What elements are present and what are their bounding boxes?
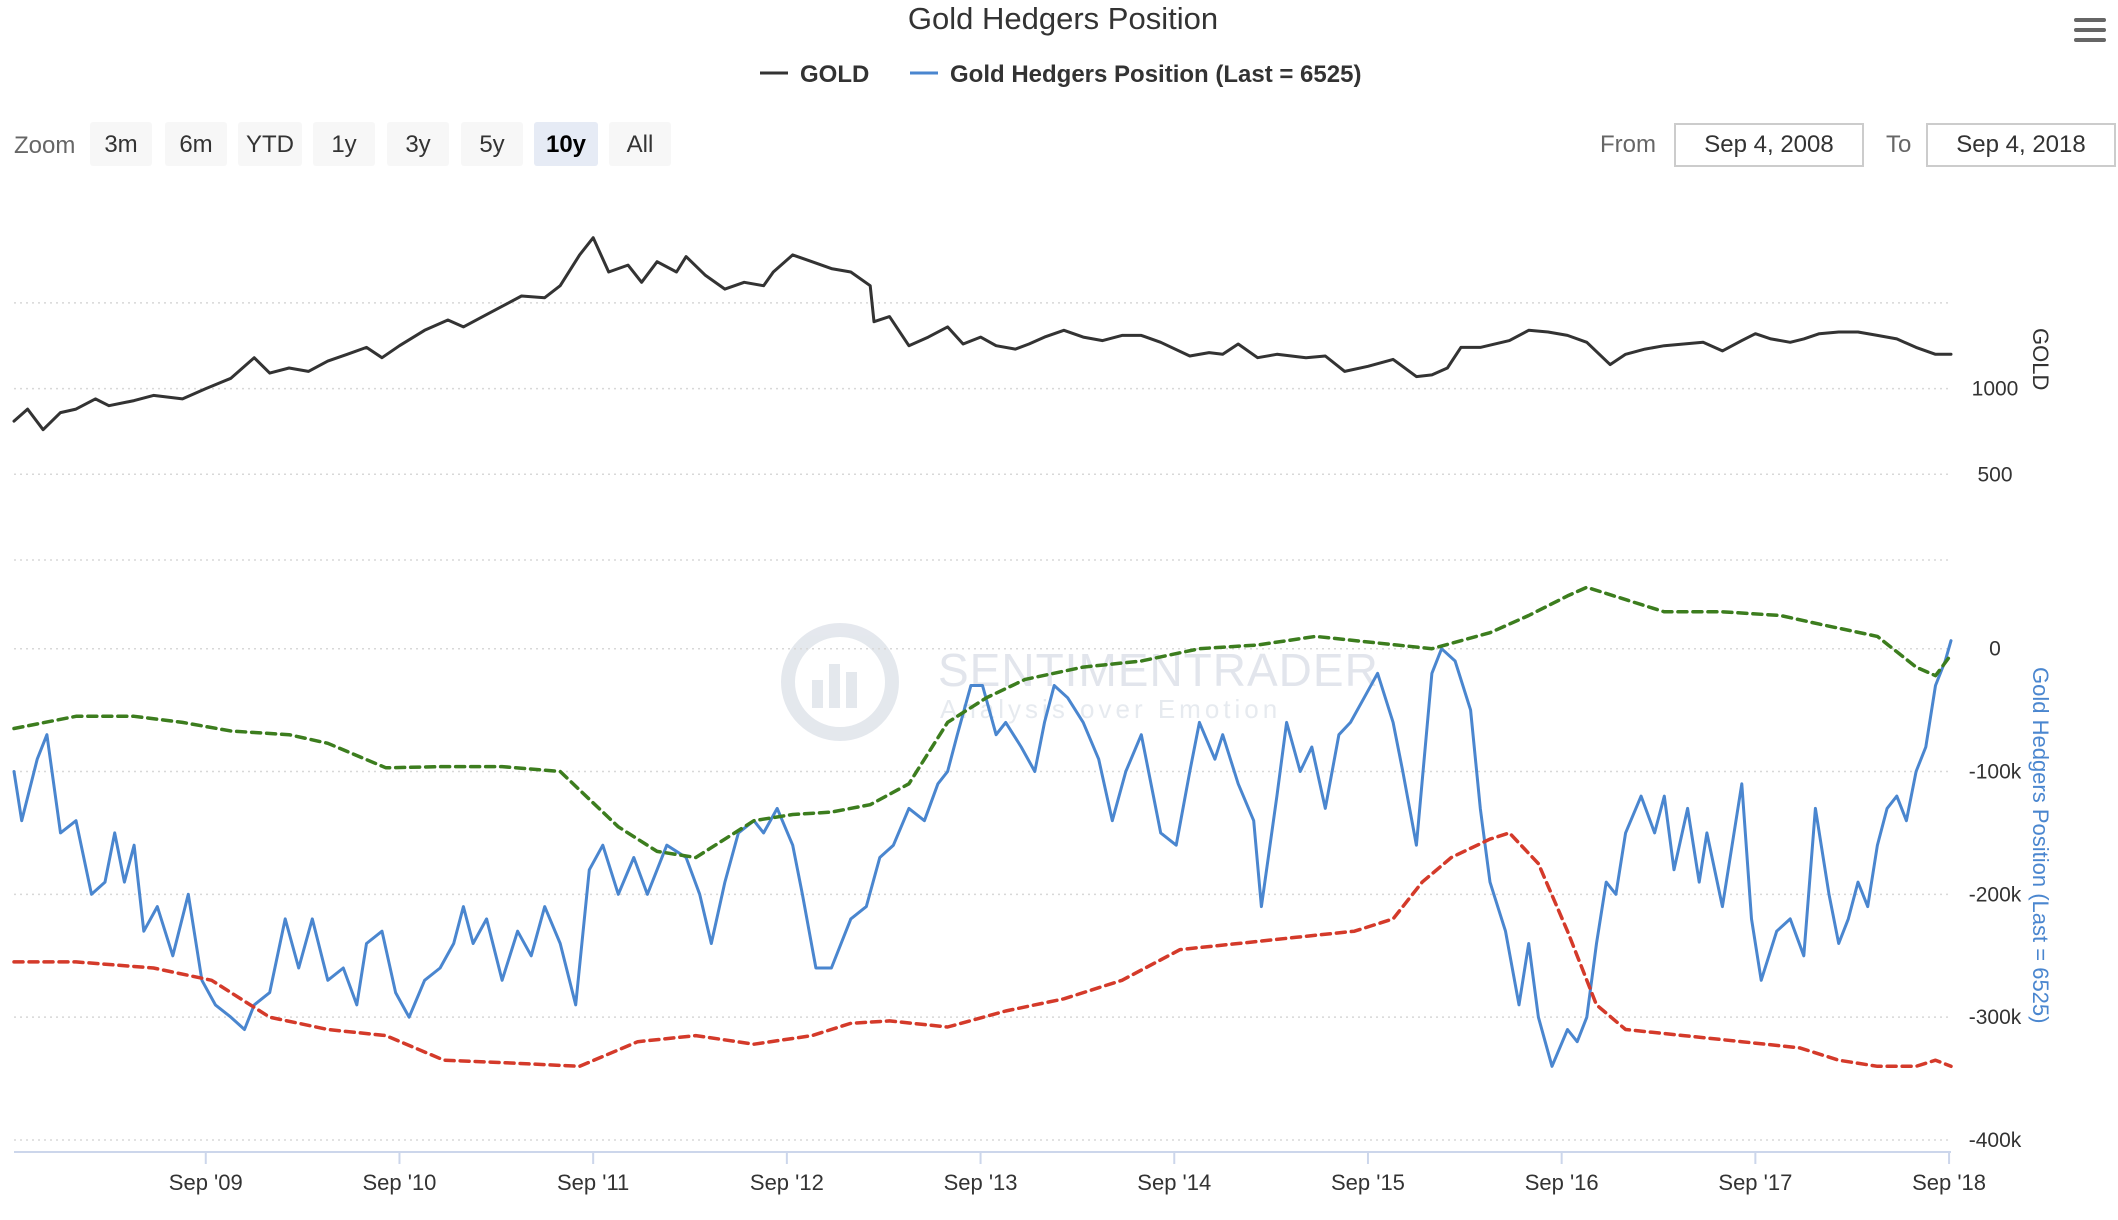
y-tick-label: 1000	[1972, 378, 2019, 401]
upper-band-line	[12, 585, 1953, 860]
zoom-button-3y[interactable]: 3y	[387, 122, 449, 166]
x-tick-label: Sep '10	[362, 1170, 436, 1195]
watermark-subtext: Analysis over Emotion	[940, 694, 1281, 724]
zoom-button-3m[interactable]: 3m	[90, 122, 152, 166]
zoom-button-label: All	[627, 131, 654, 158]
grid-layer	[14, 302, 1951, 1141]
x-tick-label: Sep '14	[1137, 1170, 1211, 1195]
zoom-label: Zoom	[14, 132, 75, 159]
to-date-value: Sep 4, 2018	[1956, 131, 2085, 158]
zoom-button-5y[interactable]: 5y	[461, 122, 523, 166]
y-tick-label: -400k	[1969, 1129, 2022, 1152]
zoom-button-6m[interactable]: 6m	[165, 122, 227, 166]
hedgers-position-line	[12, 639, 1953, 1068]
x-tick-label: Sep '09	[169, 1170, 243, 1195]
zoom-button-label: 5y	[479, 131, 504, 158]
legend: GOLD Gold Hedgers Position (Last = 6525)	[760, 61, 1361, 88]
gold-line	[12, 236, 1953, 432]
from-label: From	[1600, 131, 1656, 158]
to-label: To	[1886, 131, 1911, 158]
legend-label-gold: GOLD	[800, 61, 869, 88]
zoom-button-10y[interactable]: 10y	[534, 122, 598, 166]
to-date-input[interactable]: Sep 4, 2018	[1926, 123, 2116, 167]
zoom-button-label: 3m	[104, 131, 137, 158]
zoom-button-ytd[interactable]: YTD	[238, 122, 302, 166]
zoom-button-label: 6m	[179, 131, 212, 158]
zoom-button-label: YTD	[246, 131, 294, 158]
lower-band-line	[12, 831, 1953, 1069]
zoom-button-1y[interactable]: 1y	[313, 122, 375, 166]
watermark-bar-icon	[846, 672, 857, 708]
zoom-button-label: 10y	[546, 131, 587, 158]
x-tick-label: Sep '11	[557, 1170, 629, 1195]
y-tick-label: -100k	[1969, 761, 2022, 784]
y-tick-label: 500	[1977, 463, 2012, 486]
from-date-value: Sep 4, 2008	[1704, 131, 1833, 158]
zoom-button-label: 3y	[405, 131, 430, 158]
watermark-ring-icon	[781, 623, 899, 741]
hamburger-menu-icon[interactable]	[2074, 18, 2106, 42]
zoom-button-label: 1y	[331, 131, 356, 158]
legend-item-hedgers[interactable]: Gold Hedgers Position (Last = 6525)	[910, 61, 1361, 88]
legend-item-gold[interactable]: GOLD	[760, 61, 869, 88]
y-tick-label: -300k	[1969, 1006, 2022, 1029]
y-tick-label: 0	[1989, 638, 2001, 661]
chart-title: Gold Hedgers Position	[908, 1, 1218, 36]
x-axis: Sep '09 Sep '10 Sep '11 Sep '12 Sep '13 Sep '…	[14, 1151, 1986, 1195]
x-tick-label: Sep '13	[944, 1170, 1018, 1195]
hedgers-axis-title: Gold Hedgers Position (Last = 6525)	[2028, 667, 2053, 1023]
watermark-bar-icon	[829, 664, 840, 708]
x-tick-label: Sep '17	[1718, 1170, 1792, 1195]
x-tick-label: Sep '16	[1525, 1170, 1599, 1195]
watermark: SENTIMENTRADER Analysis over Emotion	[781, 623, 1378, 741]
watermark-bar-icon	[812, 680, 823, 708]
zoom-button-all[interactable]: All	[609, 122, 671, 166]
x-tick-label: Sep '18	[1912, 1170, 1986, 1195]
series-layer	[12, 236, 1953, 1069]
y-tick-label: -200k	[1969, 883, 2022, 906]
x-tick-label: Sep '15	[1331, 1170, 1405, 1195]
y-tick-labels: 500 1000 0 -100k -200k -300k -400k	[1969, 378, 2022, 1152]
x-tick-label: Sep '12	[750, 1170, 824, 1195]
from-date-input[interactable]: Sep 4, 2008	[1674, 123, 1864, 167]
legend-label-hedgers: Gold Hedgers Position (Last = 6525)	[950, 61, 1361, 88]
gold-axis-title: GOLD	[2028, 328, 2053, 390]
